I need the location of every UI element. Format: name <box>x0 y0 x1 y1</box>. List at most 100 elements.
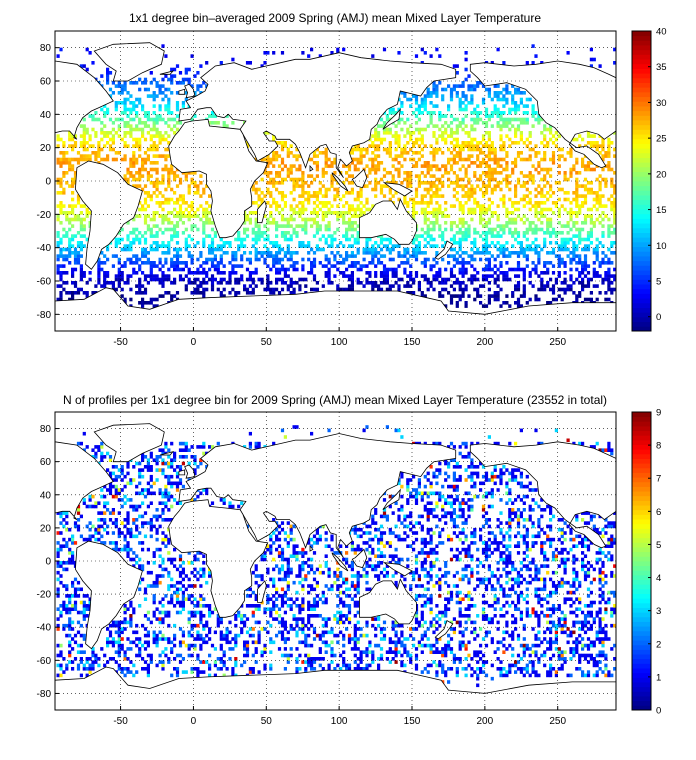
data-cell <box>324 157 328 162</box>
data-cell <box>175 127 180 132</box>
data-cell <box>467 84 471 88</box>
data-cell <box>470 657 474 661</box>
data-cell <box>499 164 503 168</box>
data-cell <box>167 640 171 645</box>
data-cell <box>417 174 421 178</box>
data-cell <box>167 101 171 105</box>
data-cell <box>455 64 459 68</box>
data-cell <box>537 643 541 648</box>
data-cell <box>371 261 375 265</box>
data-cell <box>330 211 334 215</box>
data-cell <box>476 114 480 118</box>
data-cell <box>368 663 372 668</box>
data-cell <box>546 207 550 212</box>
data-cell <box>257 257 261 262</box>
data-cell <box>519 131 523 135</box>
data-cell <box>449 667 454 671</box>
data-cell <box>549 174 553 178</box>
data-cell <box>123 84 127 88</box>
data-cell <box>522 197 526 202</box>
data-cell <box>481 204 486 208</box>
data-cell <box>88 221 92 225</box>
data-cell <box>248 211 252 215</box>
data-cell <box>554 241 558 245</box>
data-cell <box>289 251 293 255</box>
data-cell <box>210 264 215 268</box>
data-cell <box>502 231 506 235</box>
data-cell <box>484 247 489 252</box>
data-cell <box>557 650 561 654</box>
data-cell <box>575 161 579 165</box>
data-cell <box>342 214 346 218</box>
data-cell <box>543 134 547 138</box>
data-cell <box>557 294 561 298</box>
data-cell <box>487 184 491 188</box>
data-cell <box>85 657 89 661</box>
data-cell <box>304 227 308 232</box>
data-cell <box>146 194 150 198</box>
data-cell <box>505 134 509 138</box>
data-cell <box>79 287 83 292</box>
data-cell <box>219 281 223 285</box>
data-cell <box>71 294 75 298</box>
data-cell <box>295 281 299 285</box>
data-cell <box>266 254 270 258</box>
data-cell <box>371 653 375 658</box>
data-cell <box>414 137 419 142</box>
data-cell <box>141 254 145 258</box>
data-cell <box>601 224 605 228</box>
data-cell <box>190 271 194 275</box>
data-cell <box>452 274 456 278</box>
data-cell <box>493 91 497 95</box>
data-cell <box>557 254 561 258</box>
data-cell <box>190 224 194 228</box>
data-cell <box>409 653 413 658</box>
data-cell <box>496 667 500 671</box>
data-cell <box>350 647 354 651</box>
data-cell <box>531 107 535 112</box>
data-cell <box>514 207 518 212</box>
data-cell <box>412 254 416 258</box>
data-cell <box>289 291 293 295</box>
data-cell <box>143 277 148 282</box>
data-cell <box>76 650 81 654</box>
data-cell <box>382 254 387 258</box>
data-cell <box>388 151 392 155</box>
data-cell <box>467 141 471 145</box>
data-cell <box>222 650 226 654</box>
data-cell <box>190 653 194 658</box>
data-cell <box>138 97 142 102</box>
data-cell <box>126 647 130 651</box>
data-cell <box>414 54 419 58</box>
data-cell <box>170 237 174 242</box>
data-cell <box>234 673 238 678</box>
data-cell <box>452 171 456 175</box>
data-cell <box>237 237 241 242</box>
data-cell <box>417 157 421 162</box>
data-cell <box>240 241 244 245</box>
data-cell <box>449 224 454 228</box>
data-cell <box>543 261 547 265</box>
data-cell <box>254 640 258 645</box>
data-cell <box>414 653 419 658</box>
data-cell <box>470 211 474 215</box>
data-cell <box>173 231 177 235</box>
colorbar-swatch <box>632 279 651 285</box>
data-cell <box>266 277 270 282</box>
data-cell <box>525 301 529 305</box>
data-cell <box>534 297 538 302</box>
data-cell <box>420 171 424 175</box>
colorbar-swatch <box>632 199 651 205</box>
data-cell <box>406 281 410 285</box>
data-cell <box>403 177 407 182</box>
coastline <box>184 83 196 99</box>
data-cell <box>575 294 579 298</box>
data-cell <box>455 277 459 282</box>
data-cell <box>164 277 168 282</box>
data-cell <box>403 147 407 152</box>
data-cell <box>426 257 430 262</box>
data-cell <box>359 633 363 638</box>
data-cell <box>269 214 273 218</box>
data-cell <box>429 267 433 272</box>
data-cell <box>106 71 110 75</box>
